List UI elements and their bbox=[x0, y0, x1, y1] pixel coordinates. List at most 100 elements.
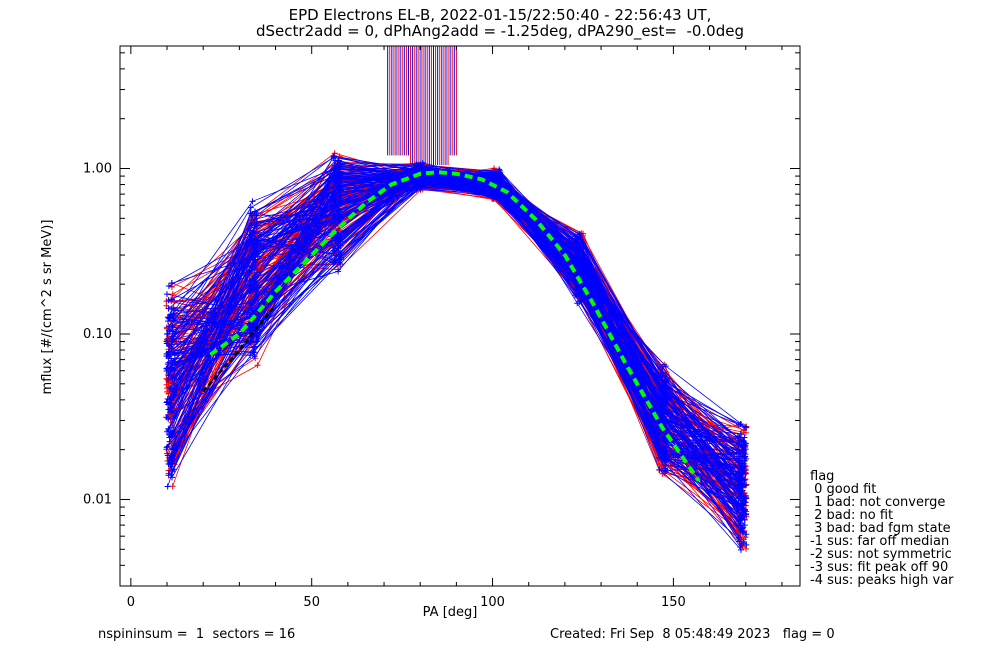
y-tick-label: 1.00 bbox=[83, 162, 112, 177]
blue-profile-line bbox=[171, 171, 740, 463]
blue-data-point bbox=[250, 323, 257, 330]
blue-data-point bbox=[164, 428, 171, 435]
blue-data-point bbox=[738, 470, 745, 477]
blue-data-point bbox=[740, 540, 747, 547]
legend-item: 3 bad: bad fgm state bbox=[810, 521, 951, 536]
legend-item: 1 bad: not converge bbox=[810, 495, 946, 510]
blue-data-point bbox=[735, 469, 742, 476]
blue-data-point bbox=[739, 484, 746, 491]
blue-data-point bbox=[738, 516, 745, 523]
blue-data-point bbox=[657, 383, 664, 390]
blue-data-point bbox=[662, 467, 669, 474]
blue-data-point bbox=[739, 525, 746, 532]
blue-data-point bbox=[414, 176, 421, 183]
blue-data-point bbox=[741, 457, 748, 464]
blue-data-point bbox=[336, 233, 343, 240]
blue-data-point bbox=[168, 311, 175, 318]
blue-data-point bbox=[742, 492, 749, 499]
blue-data-point bbox=[331, 162, 338, 169]
blue-data-point bbox=[163, 340, 170, 347]
blue-profile-line bbox=[172, 164, 743, 529]
legend-item: -4 sus: peaks high var bbox=[810, 573, 954, 588]
blue-data-point bbox=[249, 198, 256, 205]
blue-data-point bbox=[330, 247, 337, 254]
blue-data-point bbox=[490, 190, 497, 197]
blue-data-point bbox=[741, 447, 748, 454]
blue-data-point bbox=[743, 531, 750, 538]
blue-data-point bbox=[165, 359, 172, 366]
blue-data-point bbox=[168, 344, 175, 351]
blue-data-point bbox=[662, 363, 669, 370]
blue-data-point bbox=[739, 464, 746, 471]
red-data-point bbox=[163, 375, 170, 382]
blue-data-point bbox=[735, 495, 742, 502]
blue-data-point bbox=[337, 192, 344, 199]
red-data-point bbox=[740, 427, 747, 434]
blue-data-point bbox=[741, 476, 748, 483]
blue-data-point bbox=[736, 459, 743, 466]
red-data-point bbox=[254, 362, 261, 369]
blue-data-point bbox=[336, 166, 343, 173]
blue-data-point bbox=[658, 456, 665, 463]
blue-profile-line bbox=[166, 182, 747, 496]
blue-data-point bbox=[165, 323, 172, 330]
blue-data-point bbox=[659, 363, 666, 370]
blue-data-point bbox=[247, 352, 254, 359]
blue-data-point bbox=[737, 491, 744, 498]
blue-data-point bbox=[336, 259, 343, 266]
blue-data-point bbox=[577, 236, 584, 243]
blue-data-point bbox=[165, 415, 172, 422]
blue-data-point bbox=[658, 399, 665, 406]
blue-data-point bbox=[250, 348, 257, 355]
legend-item: 2 bad: no fit bbox=[810, 508, 894, 523]
blue-data-point bbox=[577, 253, 584, 260]
blue-data-point bbox=[167, 385, 174, 392]
blue-data-point bbox=[165, 315, 172, 322]
blue-data-point bbox=[163, 365, 170, 372]
blue-data-point bbox=[496, 167, 503, 174]
blue-data-point bbox=[334, 184, 341, 191]
blue-data-point bbox=[332, 252, 339, 259]
blue-data-point bbox=[163, 399, 170, 406]
blue-data-point bbox=[247, 204, 254, 211]
blue-data-point bbox=[246, 286, 253, 293]
legend-item: -3 sus: fit peak off 90 bbox=[810, 560, 949, 575]
black-dashed-curve bbox=[202, 304, 277, 393]
blue-data-point bbox=[575, 238, 582, 245]
blue-data-point bbox=[736, 449, 743, 456]
x-tick-label: 150 bbox=[661, 595, 686, 610]
blue-data-point bbox=[741, 467, 748, 474]
blue-data-point bbox=[337, 182, 344, 189]
plot-frame bbox=[119, 45, 801, 587]
blue-profile-line bbox=[167, 169, 744, 488]
blue-data-point bbox=[737, 430, 744, 437]
blue-data-point bbox=[331, 153, 338, 160]
blue-data-point bbox=[251, 353, 258, 360]
blue-data-point bbox=[740, 441, 747, 448]
blue-data-point bbox=[740, 439, 747, 446]
blue-data-point bbox=[164, 365, 171, 372]
blue-data-point bbox=[662, 468, 669, 475]
blue-data-point bbox=[168, 357, 175, 364]
blue-data-point bbox=[164, 331, 171, 338]
flag-legend: flag 0 good fit 1 bad: not converge 2 ba… bbox=[810, 470, 954, 587]
blue-data-point bbox=[495, 170, 502, 177]
blue-data-point bbox=[334, 216, 341, 223]
blue-data-point bbox=[252, 288, 259, 295]
blue-data-point bbox=[253, 242, 260, 249]
blue-data-point bbox=[169, 474, 176, 481]
blue-data-point bbox=[575, 263, 582, 270]
blue-data-point bbox=[494, 195, 501, 202]
blue-data-point bbox=[163, 444, 170, 451]
legend-title: flag bbox=[810, 469, 835, 484]
x-tick-label: 100 bbox=[480, 595, 505, 610]
blue-data-point bbox=[572, 292, 579, 299]
blue-data-point bbox=[662, 388, 669, 395]
blue-data-point bbox=[166, 456, 173, 463]
blue-data-point bbox=[249, 263, 256, 270]
blue-data-point bbox=[251, 343, 258, 350]
blue-data-point bbox=[737, 512, 744, 519]
blue-data-point bbox=[742, 470, 749, 477]
blue-data-point bbox=[165, 297, 172, 304]
